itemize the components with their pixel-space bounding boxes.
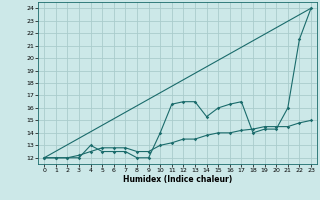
X-axis label: Humidex (Indice chaleur): Humidex (Indice chaleur): [123, 175, 232, 184]
